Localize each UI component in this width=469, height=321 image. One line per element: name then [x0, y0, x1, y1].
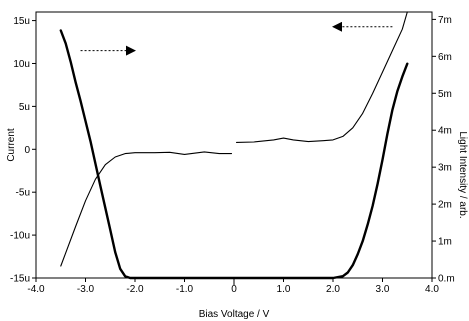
left-y-tick-label: 10u — [13, 59, 30, 70]
light-intensity-series-line — [59, 29, 409, 280]
current-series-line — [60, 151, 233, 267]
x-tick-label: -3.0 — [77, 284, 95, 295]
x-axis-ticks: -4.0 -3.0 -2.0 -1.0 0 1.0 2.0 3.0 4.0 — [27, 278, 439, 295]
x-tick-label: -1.0 — [176, 284, 194, 295]
x-tick-label: 2.0 — [326, 284, 340, 295]
left-y-tick-label: -15u — [10, 274, 30, 285]
plot-frame — [35, 11, 433, 279]
left-y-axis-title: Current — [6, 128, 17, 162]
right-y-axis-ticks: 7m 6m 5m 4m 3m 2m 1m 0.m — [432, 15, 455, 285]
annotation-arrows — [80, 21, 393, 56]
left-y-tick-label: 5u — [19, 102, 30, 113]
right-y-tick-label: 7m — [438, 15, 452, 26]
x-tick-label: 3.0 — [376, 284, 390, 295]
x-axis-title: Bias Voltage / V — [199, 309, 270, 320]
right-y-tick-label: 3m — [438, 163, 452, 174]
series-group — [59, 11, 409, 280]
x-tick-label: -4.0 — [27, 284, 45, 295]
left-y-axis-ticks: 15u 10u 5u 0 -5u -10u -15u — [10, 16, 36, 285]
x-tick-label: 1.0 — [277, 284, 291, 295]
right-y-tick-label: 6m — [438, 52, 452, 63]
left-y-tick-label: 0 — [24, 145, 30, 156]
right-y-tick-label: 1m — [438, 237, 452, 248]
x-tick-label: 0 — [231, 284, 237, 295]
right-y-tick-label: 0.m — [438, 274, 455, 285]
right-y-tick-label: 4m — [438, 126, 452, 137]
right-y-axis-title: Light Intensity / arb. — [457, 131, 468, 218]
x-tick-label: 4.0 — [425, 284, 439, 295]
left-y-tick-label: 15u — [13, 16, 30, 27]
current-series-line — [235, 11, 408, 143]
right-y-tick-label: 2m — [438, 200, 452, 211]
left-y-tick-label: -10u — [10, 231, 30, 242]
left-y-tick-label: -5u — [16, 188, 30, 199]
right-y-tick-label: 5m — [438, 89, 452, 100]
x-tick-label: -2.0 — [126, 284, 144, 295]
